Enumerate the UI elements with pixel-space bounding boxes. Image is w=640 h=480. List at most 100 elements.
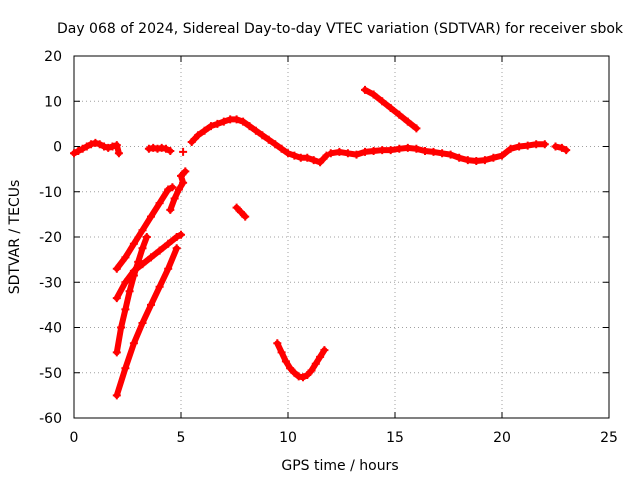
- y-tick-label: 0: [53, 140, 62, 156]
- data-point: [489, 153, 498, 162]
- data-point: [378, 97, 387, 106]
- y-axis-title: SDTVAR / TECUs: [7, 180, 23, 295]
- data-point: [112, 264, 121, 273]
- data-point: [142, 233, 151, 241]
- data-point: [480, 156, 489, 165]
- data-point: [395, 144, 404, 153]
- data-point: [277, 348, 286, 357]
- data-point: [245, 122, 254, 131]
- series-hump: [187, 115, 331, 167]
- y-tick-label: -60: [39, 411, 62, 427]
- data-point: [378, 146, 387, 155]
- data-point: [386, 104, 395, 112]
- data-point: [147, 212, 155, 221]
- data-point: [239, 117, 248, 126]
- data-point: [386, 146, 395, 155]
- data-point: [164, 239, 173, 248]
- data-point: [177, 171, 185, 180]
- data-point: [412, 144, 421, 153]
- data-point: [112, 294, 121, 303]
- data-point: [281, 357, 290, 366]
- data-point: [194, 131, 203, 140]
- data-point: [309, 156, 318, 165]
- series-baseline-mid: [326, 140, 549, 165]
- axis-ticks: 0 5 10 15 20 25 -60 -50 -40 -30 -20 -10 0 10 20: [39, 49, 618, 446]
- data-point: [87, 140, 96, 149]
- data-point: [162, 144, 170, 153]
- series-tail: [551, 142, 571, 155]
- y-tick-label: 10: [44, 94, 62, 110]
- x-tick-label: 5: [177, 430, 186, 446]
- data-point: [155, 199, 164, 208]
- data-point: [277, 144, 286, 153]
- data-point: [446, 150, 455, 159]
- data-point: [200, 126, 209, 135]
- data-point: [515, 142, 524, 151]
- data-point: [523, 141, 532, 150]
- data-point: [335, 147, 344, 156]
- data-point: [129, 266, 138, 275]
- data-point: [307, 366, 316, 375]
- data-point: [326, 149, 335, 158]
- data-point: [168, 183, 177, 192]
- data-point: [219, 117, 228, 126]
- data-point: [112, 141, 121, 150]
- data-point: [290, 368, 299, 377]
- data-point: [147, 253, 155, 262]
- x-tick-label: 0: [70, 430, 79, 446]
- data-point: [121, 253, 130, 262]
- data-point: [164, 264, 173, 273]
- data-point: [403, 143, 412, 152]
- data-point: [438, 149, 447, 158]
- data-point: [303, 153, 312, 162]
- series-rising-arc: [361, 85, 421, 133]
- data-point: [316, 352, 325, 361]
- data-point: [147, 300, 155, 309]
- data-point: [91, 138, 100, 147]
- series-trace: [113, 245, 180, 399]
- data-point: [104, 143, 113, 152]
- data-point: [463, 156, 472, 165]
- grid-lines: [74, 56, 609, 418]
- data-point: [114, 149, 123, 158]
- data-point: [369, 147, 378, 155]
- data-point: [264, 135, 273, 144]
- data-point: [412, 124, 421, 133]
- data-point: [95, 140, 104, 149]
- data-point: [78, 144, 87, 153]
- data-point: [303, 371, 312, 379]
- series-steep-track-a: [112, 244, 181, 400]
- data-point: [395, 110, 404, 119]
- series-baseline-early-gap: [144, 143, 175, 155]
- data-point: [320, 346, 329, 355]
- series-steep-track-d: [112, 183, 177, 273]
- data-point: [82, 142, 91, 151]
- data-point: [403, 117, 412, 126]
- data-point: [166, 205, 175, 214]
- data-point: [117, 323, 126, 332]
- data-point: [369, 90, 378, 99]
- data-point: [138, 319, 147, 327]
- data-point: [187, 138, 196, 146]
- data-point: [129, 339, 138, 348]
- data-point: [286, 364, 295, 373]
- data-point: [271, 140, 280, 149]
- data-point: [290, 151, 299, 160]
- data-point: [138, 244, 147, 253]
- data-point: [232, 203, 241, 212]
- y-tick-label: -40: [39, 321, 62, 337]
- data-point: [100, 142, 108, 151]
- data-point: [170, 194, 179, 203]
- data-point: [251, 126, 260, 135]
- data-point: [506, 144, 515, 153]
- series-trace: [113, 184, 176, 272]
- x-tick-label: 25: [600, 430, 618, 446]
- data-point: [112, 348, 121, 357]
- data-point: [361, 85, 369, 94]
- y-tick-label: -30: [39, 275, 62, 291]
- data-point: [121, 364, 130, 373]
- data-point: [108, 142, 117, 151]
- data-point: [155, 246, 164, 255]
- series-short-segment-8h: [232, 203, 250, 221]
